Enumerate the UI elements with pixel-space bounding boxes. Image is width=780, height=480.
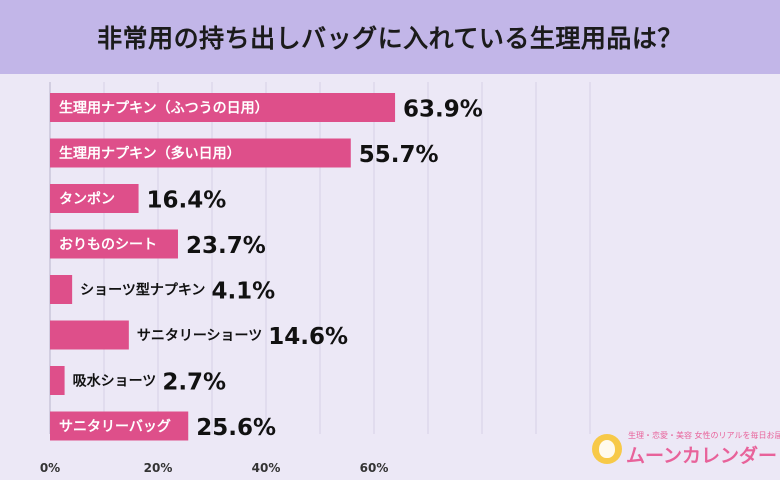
category-label: 吸水ショーツ: [73, 373, 157, 390]
x-tick-label: 0%: [40, 461, 60, 475]
x-tick-label: 40%: [252, 461, 281, 475]
bar: [50, 138, 351, 168]
value-label: 4.1%: [211, 279, 275, 305]
category-label: 生理用ナプキン（多い日用）: [59, 145, 241, 162]
chart-header: 非常用の持ち出しバッグに入れている生理用品は？: [0, 0, 780, 74]
value-label: 16.4%: [147, 188, 227, 214]
brand-logo: 生理・恋愛・美容 女性のリアルを毎日お届け♪ ムーンカレンダー: [592, 426, 780, 472]
moon-logo-icon: [592, 434, 622, 464]
value-label: 55.7%: [359, 142, 439, 168]
bar-chart: 0% 20% 40% 60% 生理用ナプキン（ふつうの日用） 63.9% 生理用ナプキン（多…: [40, 82, 591, 475]
chart-title: 非常用の持ち出しバッグに入れている生理用品は？: [97, 24, 683, 53]
category-label: おりものシート: [59, 237, 157, 253]
bar: [50, 411, 189, 441]
category-label: サニタリーバッグ: [59, 418, 171, 435]
bar: [50, 184, 139, 213]
x-tick-label: 60%: [360, 461, 389, 475]
category-label: 生理用ナプキン（ふつうの日用）: [59, 100, 269, 117]
bar: [50, 275, 73, 304]
category-label: ショーツ型ナプキン: [80, 282, 205, 299]
category-label: サニタリーショーツ: [137, 328, 262, 344]
bar: [50, 320, 129, 350]
bar: [50, 229, 178, 259]
value-label: 2.7%: [162, 370, 226, 396]
value-label: 25.6%: [196, 415, 276, 441]
logo-tagline: 生理・恋愛・美容 女性のリアルを毎日お届け♪: [628, 431, 780, 440]
logo-brand-name: ムーンカレンダー: [626, 445, 778, 467]
bar: [50, 93, 396, 122]
category-label: タンポン: [59, 191, 115, 208]
value-label: 14.6%: [268, 324, 348, 350]
bar: [50, 366, 65, 395]
value-label: 23.7%: [186, 233, 266, 259]
x-tick-label: 20%: [144, 461, 173, 475]
value-label: 63.9%: [403, 97, 483, 123]
